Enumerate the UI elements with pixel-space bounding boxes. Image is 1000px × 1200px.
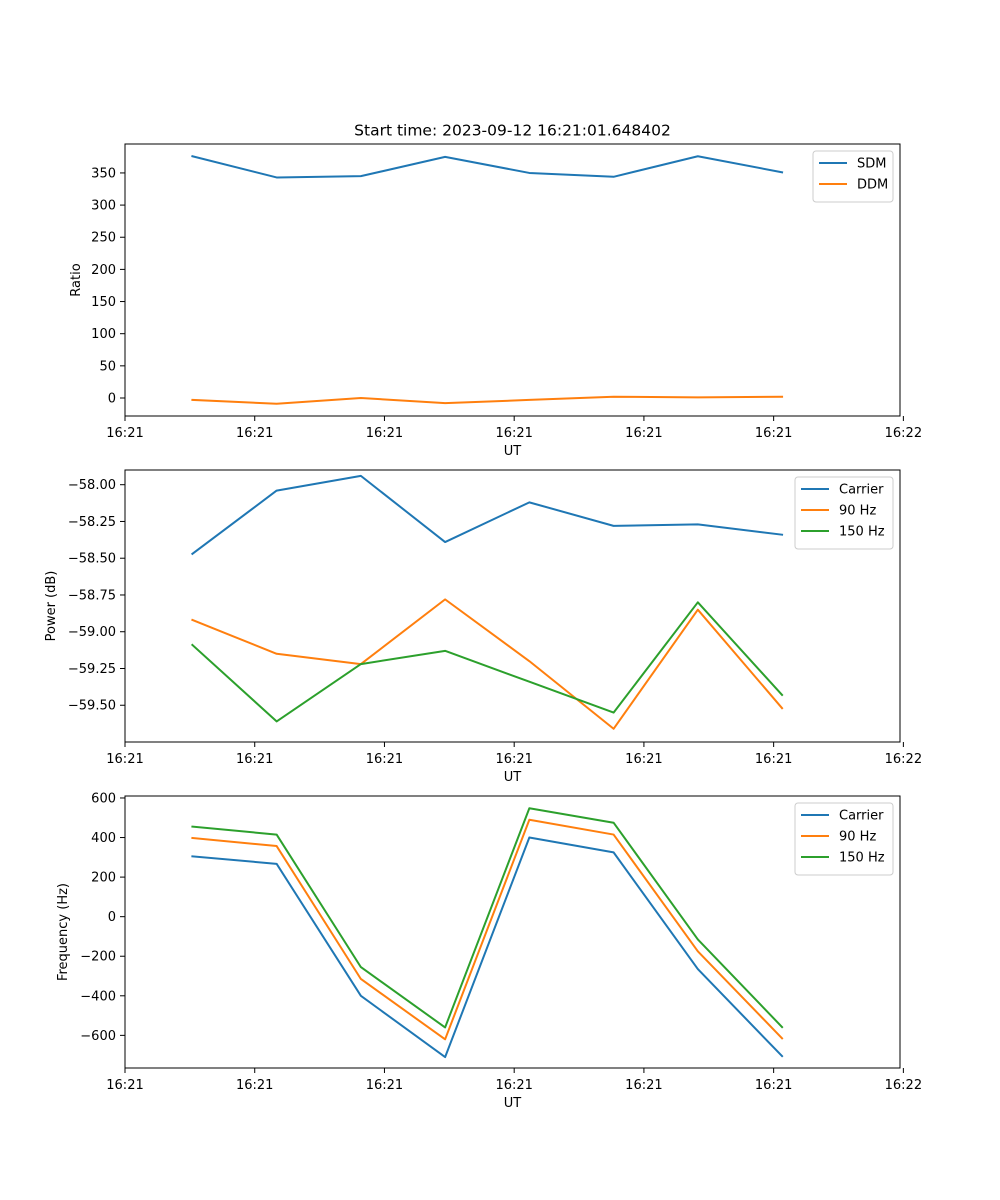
chart-3-x-tick-label: 16:21 [366,1078,403,1093]
chart-2: 16:21 16:21 16:21 16:21 16:21 16:21 16:22 −59.5… [44,469,922,785]
chart-2-legend-label-1: Carrier [839,483,884,498]
chart-2-y-tick-label: −58.50 [68,552,116,567]
chart-3-series-3-line [191,807,784,1029]
chart-3-y-tick-label: −200 [80,950,116,965]
chart-1-x-tick-label: 16:21 [106,426,143,441]
chart-3-x-tick-label: 16:21 [495,1078,532,1093]
chart-1-y-tick-label: 300 [91,199,116,214]
chart-1-series-2-line [191,395,784,405]
chart-1-y-tick-label: 100 [91,327,116,342]
chart-1-y-tick-label: 50 [99,359,116,374]
chart-3-y-tick-label: 200 [91,871,116,886]
chart-1-series-1-line [191,155,784,179]
chart-2-legend: Carrier 90 Hz 150 Hz [794,476,894,550]
chart-2-y-tick-label: −58.00 [68,478,116,493]
chart-2-x-tick-label: 16:21 [625,752,662,767]
chart-3-y-tick-label: 400 [91,831,116,846]
chart-3-x-tick-label: 16:21 [755,1078,792,1093]
chart-3-x-tick-label: 16:22 [885,1078,922,1093]
chart-2-legend-label-2: 90 Hz [839,504,876,519]
chart-1-y-tick-label: 250 [91,231,116,246]
chart-3-y-tick-label: 0 [108,910,116,925]
chart-1-x-tick-label: 16:21 [366,426,403,441]
chart-2-x-axis-label: UT [504,770,522,785]
chart-1-legend-label-1: SDM [857,157,886,172]
chart-2-x-tick-label: 16:21 [106,752,143,767]
chart-3-axes-frame [124,795,901,1069]
chart-1-y-tick-label: 350 [91,166,116,181]
chart-3-x-tick-label: 16:21 [106,1078,143,1093]
chart-2-y-tick-label: −59.00 [68,625,116,640]
chart-2-x-tick-label: 16:22 [885,752,922,767]
chart-2-x-tick-label: 16:21 [366,752,403,767]
chart-1-x-tick-label: 16:21 [755,426,792,441]
chart-3-legend-label-2: 90 Hz [839,830,876,845]
chart-2-series-2-line [191,598,784,730]
chart-1-y-tick-label: 150 [91,295,116,310]
chart-1: 16:21 16:21 16:21 16:21 16:21 16:21 16:22 0 50 10… [69,143,922,459]
chart-1-legend-label-2: DDM [857,178,888,193]
chart-2-legend-label-3: 150 Hz [839,525,885,540]
chart-1-legend: SDM DDM [812,150,894,203]
chart-1-y-tick-label: 200 [91,263,116,278]
chart-2-x-tick-label: 16:21 [236,752,273,767]
chart-3-x-tick-label: 16:21 [236,1078,273,1093]
chart-2-y-tick-label: −59.25 [68,662,116,677]
chart-2-series-1-line [190,474,784,556]
chart-2-y-tick-label: −58.75 [68,588,116,603]
figure-title: Start time: 2023-09-12 16:21:01.648402 [354,122,671,140]
chart-3-legend-label-1: Carrier [839,809,884,824]
chart-2-y-axis-label: Power (dB) [44,571,59,642]
chart-3-series-2-line [191,818,784,1041]
chart-1-x-tick-label: 16:22 [885,426,922,441]
chart-1-x-tick-label: 16:21 [236,426,273,441]
chart-1-y-axis-label: Ratio [69,263,84,296]
chart-3-series-1-line [191,836,784,1059]
chart-2-x-tick-label: 16:21 [755,752,792,767]
chart-3-y-tick-label: −600 [80,1029,116,1044]
chart-1-x-tick-label: 16:21 [625,426,662,441]
chart-3-y-tick-label: 600 [91,791,116,806]
chart-1-x-tick-label: 16:21 [495,426,532,441]
chart-2-axes-frame [124,469,901,743]
chart-2-x-tick-label: 16:21 [495,752,532,767]
chart-3-legend: Carrier 90 Hz 150 Hz [794,802,894,876]
chart-1-axes-frame [124,143,901,417]
chart-2-y-tick-label: −59.50 [68,699,116,714]
chart-3-y-tick-label: −400 [80,989,116,1004]
chart-1-y-tick-label: 0 [108,391,116,406]
chart-3-x-tick-label: 16:21 [625,1078,662,1093]
chart-2-series-3-line [190,601,784,723]
chart-1-x-axis-label: UT [504,444,522,459]
chart-2-y-tick-label: −58.25 [68,515,116,530]
chart-3-legend-label-3: 150 Hz [839,851,885,866]
chart-3: 16:21 16:21 16:21 16:21 16:21 16:21 16:22 −600 −… [56,791,922,1111]
chart-3-x-axis-label: UT [504,1096,522,1111]
chart-3-y-axis-label: Frequency (Hz) [56,883,71,981]
